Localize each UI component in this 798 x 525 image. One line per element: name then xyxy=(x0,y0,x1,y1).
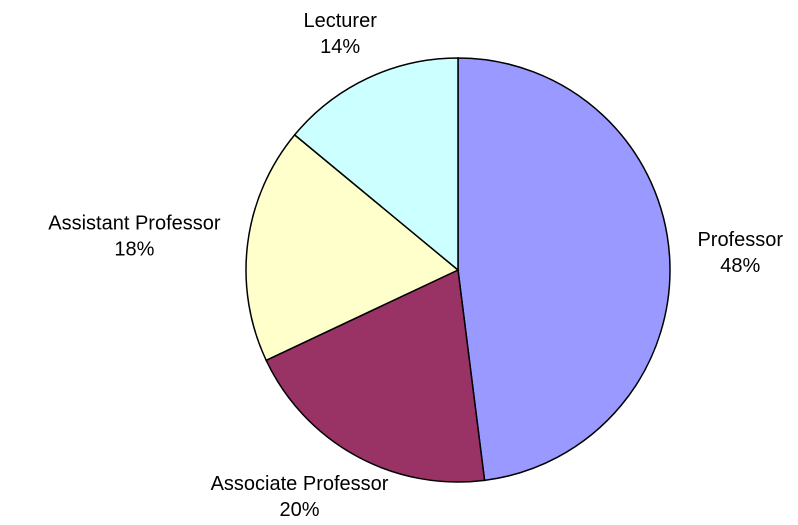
pie-slice xyxy=(245,133,460,362)
slice-label: Professor xyxy=(697,229,783,251)
slice-label: Associate Professor xyxy=(211,473,389,495)
slice-value-label: 14% xyxy=(320,36,360,58)
pie-slice xyxy=(293,57,459,272)
pie-slice xyxy=(457,57,671,482)
pie-slice xyxy=(265,268,486,483)
slice-value-label: 48% xyxy=(720,255,760,277)
slice-value-label: 20% xyxy=(280,499,320,521)
slice-label: Assistant Professor xyxy=(48,213,221,235)
slice-value-label: 18% xyxy=(114,239,154,261)
slice-label: Lecturer xyxy=(304,10,378,32)
